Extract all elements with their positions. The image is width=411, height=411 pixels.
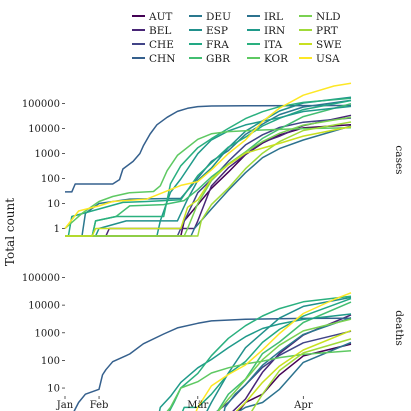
panel-strip-label: cases bbox=[393, 145, 405, 174]
y-tick-label: 100000 bbox=[22, 273, 60, 284]
panel-strip-label: deaths bbox=[393, 310, 405, 346]
legend-label: DEU bbox=[206, 11, 231, 23]
legend-label: ITA bbox=[264, 39, 283, 51]
series-line-bel bbox=[65, 114, 352, 237]
series-line-usa bbox=[64, 82, 352, 229]
series-line-fra bbox=[65, 99, 352, 237]
series-line-swe bbox=[65, 125, 352, 237]
series-line-esp bbox=[65, 96, 352, 237]
series-line-ita bbox=[168, 295, 352, 411]
legend-item: NLD bbox=[299, 11, 341, 23]
legend-label: ESP bbox=[206, 25, 228, 37]
legend-label: SWE bbox=[316, 39, 342, 51]
series-line-swe bbox=[235, 329, 352, 411]
y-tick-label: 100 bbox=[41, 174, 60, 185]
y-axis-title: Total count bbox=[3, 198, 17, 266]
x-tick-label: Feb bbox=[90, 400, 109, 411]
legend-item: IRL bbox=[247, 11, 283, 23]
y-tick-label: 10 bbox=[47, 384, 60, 395]
legend-item: KOR bbox=[247, 53, 289, 65]
series-line-prt bbox=[65, 121, 352, 237]
series-line-usa bbox=[195, 292, 352, 411]
series-line-kor bbox=[64, 127, 352, 230]
x-axis: Jan Feb Mär Apr bbox=[56, 396, 313, 411]
legend-label: USA bbox=[316, 53, 340, 65]
legend: AUT BEL CHE CHN DEU ESP FRA GBR IRL IRN ITA KOR NLD P… bbox=[132, 11, 342, 65]
legend-item: BEL bbox=[132, 25, 171, 37]
series-line-nld bbox=[217, 318, 352, 411]
series-line-prt bbox=[250, 338, 352, 411]
series-line-deu bbox=[65, 99, 352, 237]
y-tick-label: 10000 bbox=[28, 301, 60, 312]
panel-deaths: 110100100010000100000deaths bbox=[22, 273, 405, 411]
legend-item: AUT bbox=[132, 11, 172, 23]
series-line-aut bbox=[237, 343, 352, 411]
legend-item: SWE bbox=[299, 39, 342, 51]
y-tick-label: 1000 bbox=[35, 149, 60, 160]
legend-item: USA bbox=[299, 53, 340, 65]
legend-item: CHN bbox=[132, 53, 175, 65]
legend-label: BEL bbox=[149, 25, 171, 37]
series-line-che bbox=[65, 117, 352, 237]
panel-cases: 1 10 100 1000 10000 100000 cases bbox=[22, 82, 405, 237]
legend-label: KOR bbox=[264, 53, 289, 65]
series-line-irl bbox=[238, 341, 352, 411]
legend-item: DEU bbox=[189, 11, 231, 23]
y-tick-label: 100 bbox=[41, 356, 60, 367]
series-line-irl bbox=[65, 125, 352, 237]
series-line-esp bbox=[206, 296, 352, 411]
legend-item: FRA bbox=[189, 39, 229, 51]
legend-label: GBR bbox=[206, 53, 231, 65]
series-line-kor bbox=[166, 349, 352, 411]
series-line-ita bbox=[65, 97, 352, 237]
series-line-fra bbox=[181, 297, 352, 411]
series-line-deu bbox=[223, 316, 352, 411]
legend-item: IRN bbox=[247, 25, 285, 37]
series-line-irn bbox=[65, 105, 352, 237]
y-tick-label: 100000 bbox=[22, 99, 60, 110]
x-tick-label: Apr bbox=[293, 400, 313, 411]
x-tick-label: Mär bbox=[187, 400, 208, 411]
legend-label: FRA bbox=[206, 39, 229, 51]
legend-item: GBR bbox=[189, 53, 231, 65]
y-tick-label: 10 bbox=[47, 199, 60, 210]
legend-item: CHE bbox=[132, 39, 174, 51]
y-tick-label: 1000 bbox=[35, 328, 60, 339]
legend-label: IRL bbox=[264, 11, 283, 23]
series-line-chn bbox=[65, 104, 352, 193]
legend-label: IRN bbox=[264, 25, 285, 37]
legend-item: ITA bbox=[247, 39, 283, 51]
y-tick-label: 1 bbox=[54, 224, 60, 235]
legend-label: NLD bbox=[316, 11, 341, 23]
y-tick-label: 10000 bbox=[28, 124, 60, 135]
legend-item: ESP bbox=[189, 25, 228, 37]
legend-label: AUT bbox=[148, 11, 172, 23]
series-line-irn bbox=[158, 313, 352, 411]
series-line-chn bbox=[73, 317, 352, 411]
legend-item: PRT bbox=[299, 25, 338, 37]
legend-label: CHE bbox=[149, 39, 174, 51]
legend-label: PRT bbox=[316, 25, 338, 37]
legend-label: CHN bbox=[149, 53, 175, 65]
x-tick-label: Jan bbox=[56, 400, 74, 411]
